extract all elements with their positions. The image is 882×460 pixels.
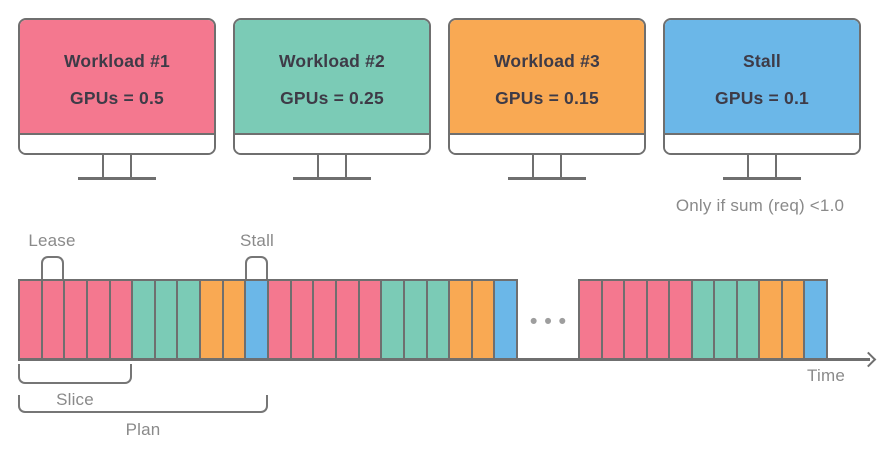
timeline-cell-pink: [625, 281, 648, 358]
timeline-segment: [18, 279, 518, 360]
timeline-segment: [578, 279, 828, 360]
time-axis-label: Time: [807, 366, 845, 385]
time-axis-line: [18, 358, 870, 361]
workload-title: Stall: [743, 51, 781, 71]
workload-gpu-request: GPUs = 0.25: [280, 88, 384, 108]
monitor-frame: Stall GPUs = 0.1: [663, 18, 861, 155]
timeline-cell-teal: [133, 281, 156, 358]
monitor-stand-base: [508, 177, 586, 180]
timeline-ellipsis: •••: [529, 310, 574, 333]
workload-title: Workload #3: [494, 51, 600, 71]
timeline-cell-teal: [737, 281, 761, 358]
timeline-cell-pink: [291, 281, 315, 358]
timeline-cell-pink: [110, 281, 134, 358]
timeline-cell-pink: [336, 281, 360, 358]
monitor-stand-base: [293, 177, 371, 180]
lease-label: Lease: [28, 231, 76, 250]
timeline-cell-teal: [178, 281, 202, 358]
timeline-cell-teal: [404, 281, 428, 358]
timeline-cell-blue: [495, 281, 517, 358]
timeline-cell-pink: [42, 281, 66, 358]
timeline-cell-pink: [580, 281, 603, 358]
monitor-chin: [450, 135, 644, 153]
monitor-stand-neck: [747, 155, 777, 177]
monitor-screen: Workload #3 GPUs = 0.15: [450, 20, 644, 135]
monitor-chin: [20, 135, 214, 153]
timeline-cell-pink: [670, 281, 693, 358]
timeline-cell-orange: [472, 281, 496, 358]
monitor-screen: Workload #1 GPUs = 0.5: [20, 20, 214, 135]
workload-gpu-request: GPUs = 0.1: [715, 88, 809, 108]
timeline-cell-blue: [246, 281, 270, 358]
timeline-cell-pink: [87, 281, 111, 358]
monitor-stand-neck: [102, 155, 132, 177]
monitor-workload-2: Workload #2 GPUs = 0.25: [233, 18, 431, 180]
monitor-stall: Stall GPUs = 0.1: [663, 18, 861, 180]
timeline-cell-pink: [65, 281, 88, 358]
timeline-cell-orange: [760, 281, 783, 358]
timeline-cell-orange: [782, 281, 806, 358]
lease-bracket: [41, 256, 64, 279]
monitor-frame: Workload #1 GPUs = 0.5: [18, 18, 216, 155]
timeline-cell-teal: [382, 281, 405, 358]
monitor-stand-neck: [317, 155, 347, 177]
timeline-cell-pink: [314, 281, 337, 358]
timeline-cell-pink: [269, 281, 292, 358]
timeline-cell-pink: [647, 281, 671, 358]
timeline-cell-pink: [20, 281, 43, 358]
timeline-cell-pink: [359, 281, 383, 358]
stall-bracket: [245, 256, 268, 279]
monitor-chin: [665, 135, 859, 153]
timeline-cell-pink: [602, 281, 626, 358]
timeline-cell-orange: [223, 281, 247, 358]
slice-bracket: [18, 364, 132, 384]
monitor-screen: Workload #2 GPUs = 0.25: [235, 20, 429, 135]
timeline-cell-teal: [692, 281, 716, 358]
monitor-frame: Workload #3 GPUs = 0.15: [448, 18, 646, 155]
workload-gpu-request: GPUs = 0.5: [70, 88, 164, 108]
monitor-chin: [235, 135, 429, 153]
timeline-bar: [18, 279, 872, 360]
monitor-stand-base: [723, 177, 801, 180]
timeline-cell-orange: [201, 281, 224, 358]
timeline-cell-teal: [715, 281, 738, 358]
stall-condition-note: Only if sum (req) <1.0: [675, 196, 845, 215]
workload-title: Workload #1: [64, 51, 170, 71]
plan-label: Plan: [125, 420, 161, 439]
timeline-cell-teal: [155, 281, 179, 358]
monitor-frame: Workload #2 GPUs = 0.25: [233, 18, 431, 155]
timeline-cell-teal: [427, 281, 451, 358]
monitor-workload-3: Workload #3 GPUs = 0.15: [448, 18, 646, 180]
timeline-cell-orange: [450, 281, 473, 358]
monitor-stand-base: [78, 177, 156, 180]
stall-label: Stall: [239, 231, 275, 250]
monitor-stand-neck: [532, 155, 562, 177]
workload-gpu-request: GPUs = 0.15: [495, 88, 599, 108]
timeline: Lease Stall ••• Time Slice Plan: [18, 231, 882, 460]
timeline-cell-blue: [805, 281, 827, 358]
monitor-screen: Stall GPUs = 0.1: [665, 20, 859, 135]
workload-title: Workload #2: [279, 51, 385, 71]
plan-bracket: [18, 395, 268, 413]
slice-label: Slice: [56, 390, 94, 409]
monitor-workload-1: Workload #1 GPUs = 0.5: [18, 18, 216, 180]
